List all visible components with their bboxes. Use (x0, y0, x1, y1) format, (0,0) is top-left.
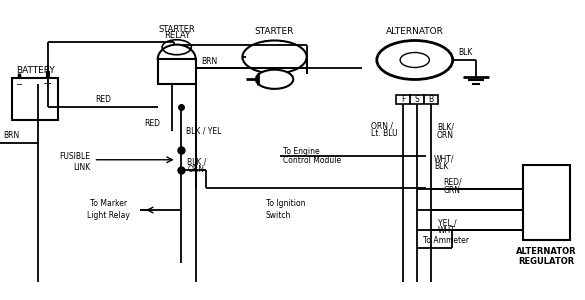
Text: To Ammeter: To Ammeter (423, 236, 469, 245)
Text: B: B (429, 94, 433, 103)
Text: STARTER: STARTER (159, 26, 195, 34)
Text: WHT/: WHT/ (434, 154, 455, 164)
Text: Control Module: Control Module (283, 156, 342, 165)
Text: ORN: ORN (187, 165, 204, 174)
Text: LINK: LINK (73, 163, 91, 172)
Text: YEL /: YEL / (438, 218, 456, 227)
Circle shape (400, 52, 429, 68)
Text: ORN: ORN (437, 130, 454, 140)
Text: To Ignition: To Ignition (266, 200, 305, 208)
Circle shape (162, 40, 191, 55)
Text: Lt. BLU: Lt. BLU (371, 129, 398, 138)
Circle shape (256, 70, 293, 89)
Text: REGULATOR: REGULATOR (518, 256, 574, 266)
Text: BLK /: BLK / (187, 158, 207, 166)
Text: RED/: RED/ (443, 178, 462, 187)
Text: +: + (43, 79, 53, 89)
Bar (523, 165, 570, 240)
Text: GRN: GRN (443, 186, 460, 195)
Text: To Marker: To Marker (90, 200, 126, 208)
Text: ALTERNATOR: ALTERNATOR (386, 27, 443, 36)
Bar (12, 78, 59, 120)
Text: ORN /: ORN / (371, 122, 393, 130)
Text: BLK: BLK (459, 48, 473, 57)
Circle shape (242, 40, 307, 74)
Text: WHT: WHT (438, 226, 455, 235)
Text: BRN: BRN (3, 130, 19, 140)
Text: Light Relay: Light Relay (87, 212, 129, 220)
Bar (158, 59, 196, 84)
Text: ─: ─ (16, 80, 21, 88)
Text: F: F (401, 94, 405, 103)
Text: BLK: BLK (434, 162, 449, 171)
Bar (396, 94, 438, 103)
Text: BLK/: BLK/ (437, 123, 454, 132)
Text: RED: RED (144, 118, 160, 127)
Text: BLK / YEL: BLK / YEL (186, 126, 222, 135)
Text: ALTERNATOR: ALTERNATOR (516, 248, 576, 256)
Text: RELAY: RELAY (164, 32, 190, 40)
Text: BATTERY: BATTERY (16, 66, 54, 75)
Text: Switch: Switch (266, 212, 291, 220)
Text: S: S (415, 94, 419, 103)
Text: FUSIBLE: FUSIBLE (60, 152, 91, 161)
Text: RED: RED (95, 95, 111, 104)
Text: To Engine: To Engine (283, 147, 320, 156)
Circle shape (377, 40, 453, 80)
Text: STARTER: STARTER (255, 27, 294, 36)
Text: BRN: BRN (202, 57, 218, 66)
